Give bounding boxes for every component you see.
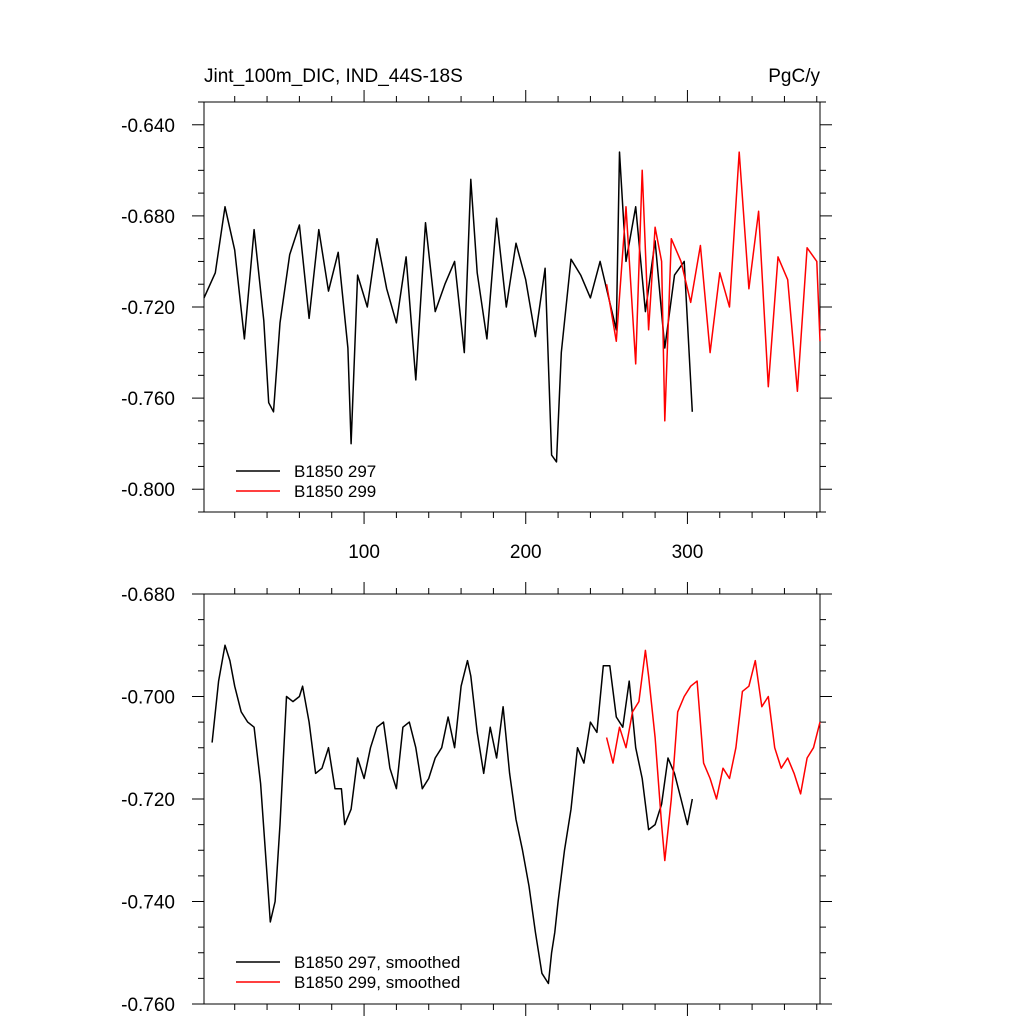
bottom-y-tick-label: -0.700 [121,688,175,709]
bottom-line-b1850-297-smoothed [211,644,694,985]
chart-title: Jint_100m_DIC, IND_44S-18S [204,66,463,87]
top-tick-marks [192,90,832,524]
top-y-tick-label: -0.640 [121,116,175,137]
bottom-y-tick-labels: -0.680 -0.700 -0.720 -0.740 -0.760 [121,585,175,1016]
top-line-b1850-297 [203,151,694,463]
top-x-tick-label: 300 [672,542,704,563]
top-x-tick-label: 200 [510,542,542,563]
top-series-lines [203,151,821,463]
top-y-tick-labels: -0.640 -0.680 -0.720 -0.760 -0.800 [121,116,175,501]
bottom-y-tick-label: -0.680 [121,585,175,606]
bottom-plot-frame [203,593,821,1005]
top-line-b1850-299 [605,151,821,422]
top-y-tick-label: -0.800 [121,480,175,501]
top-y-tick-label: -0.720 [121,298,175,319]
chart-units: PgC/y [768,66,820,87]
bottom-panel: -0.680 -0.700 -0.720 -0.740 -0.760 B1850 297… [121,582,832,1016]
top-y-tick-label: -0.680 [121,207,175,228]
bottom-tick-marks [192,582,832,1016]
top-x-tick-labels: 100 200 300 [348,542,703,563]
bottom-y-tick-label: -0.720 [121,790,175,811]
legend-label-b1850-297-smoothed: B1850 297, smoothed [294,953,460,972]
top-x-tick-label: 100 [348,542,380,563]
legend-label-b1850-299: B1850 299 [294,482,376,501]
legend-label-b1850-297: B1850 297 [294,462,376,481]
top-panel: Jint_100m_DIC, IND_44S-18S PgC/y -0.640-… [121,66,832,563]
bottom-line-b1850-299-smoothed [605,649,821,862]
bottom-y-tick-label: -0.740 [121,893,175,914]
legend-label-b1850-299-smoothed: B1850 299, smoothed [294,973,460,992]
top-legend: B1850 297 B1850 299 [236,462,376,501]
bottom-y-tick-label: -0.760 [121,995,175,1016]
top-plot-frame [203,101,821,513]
top-y-tick-label: -0.760 [121,389,175,410]
bottom-legend: B1850 297, smoothed B1850 299, smoothed [236,953,460,992]
bottom-series-lines [211,644,821,985]
